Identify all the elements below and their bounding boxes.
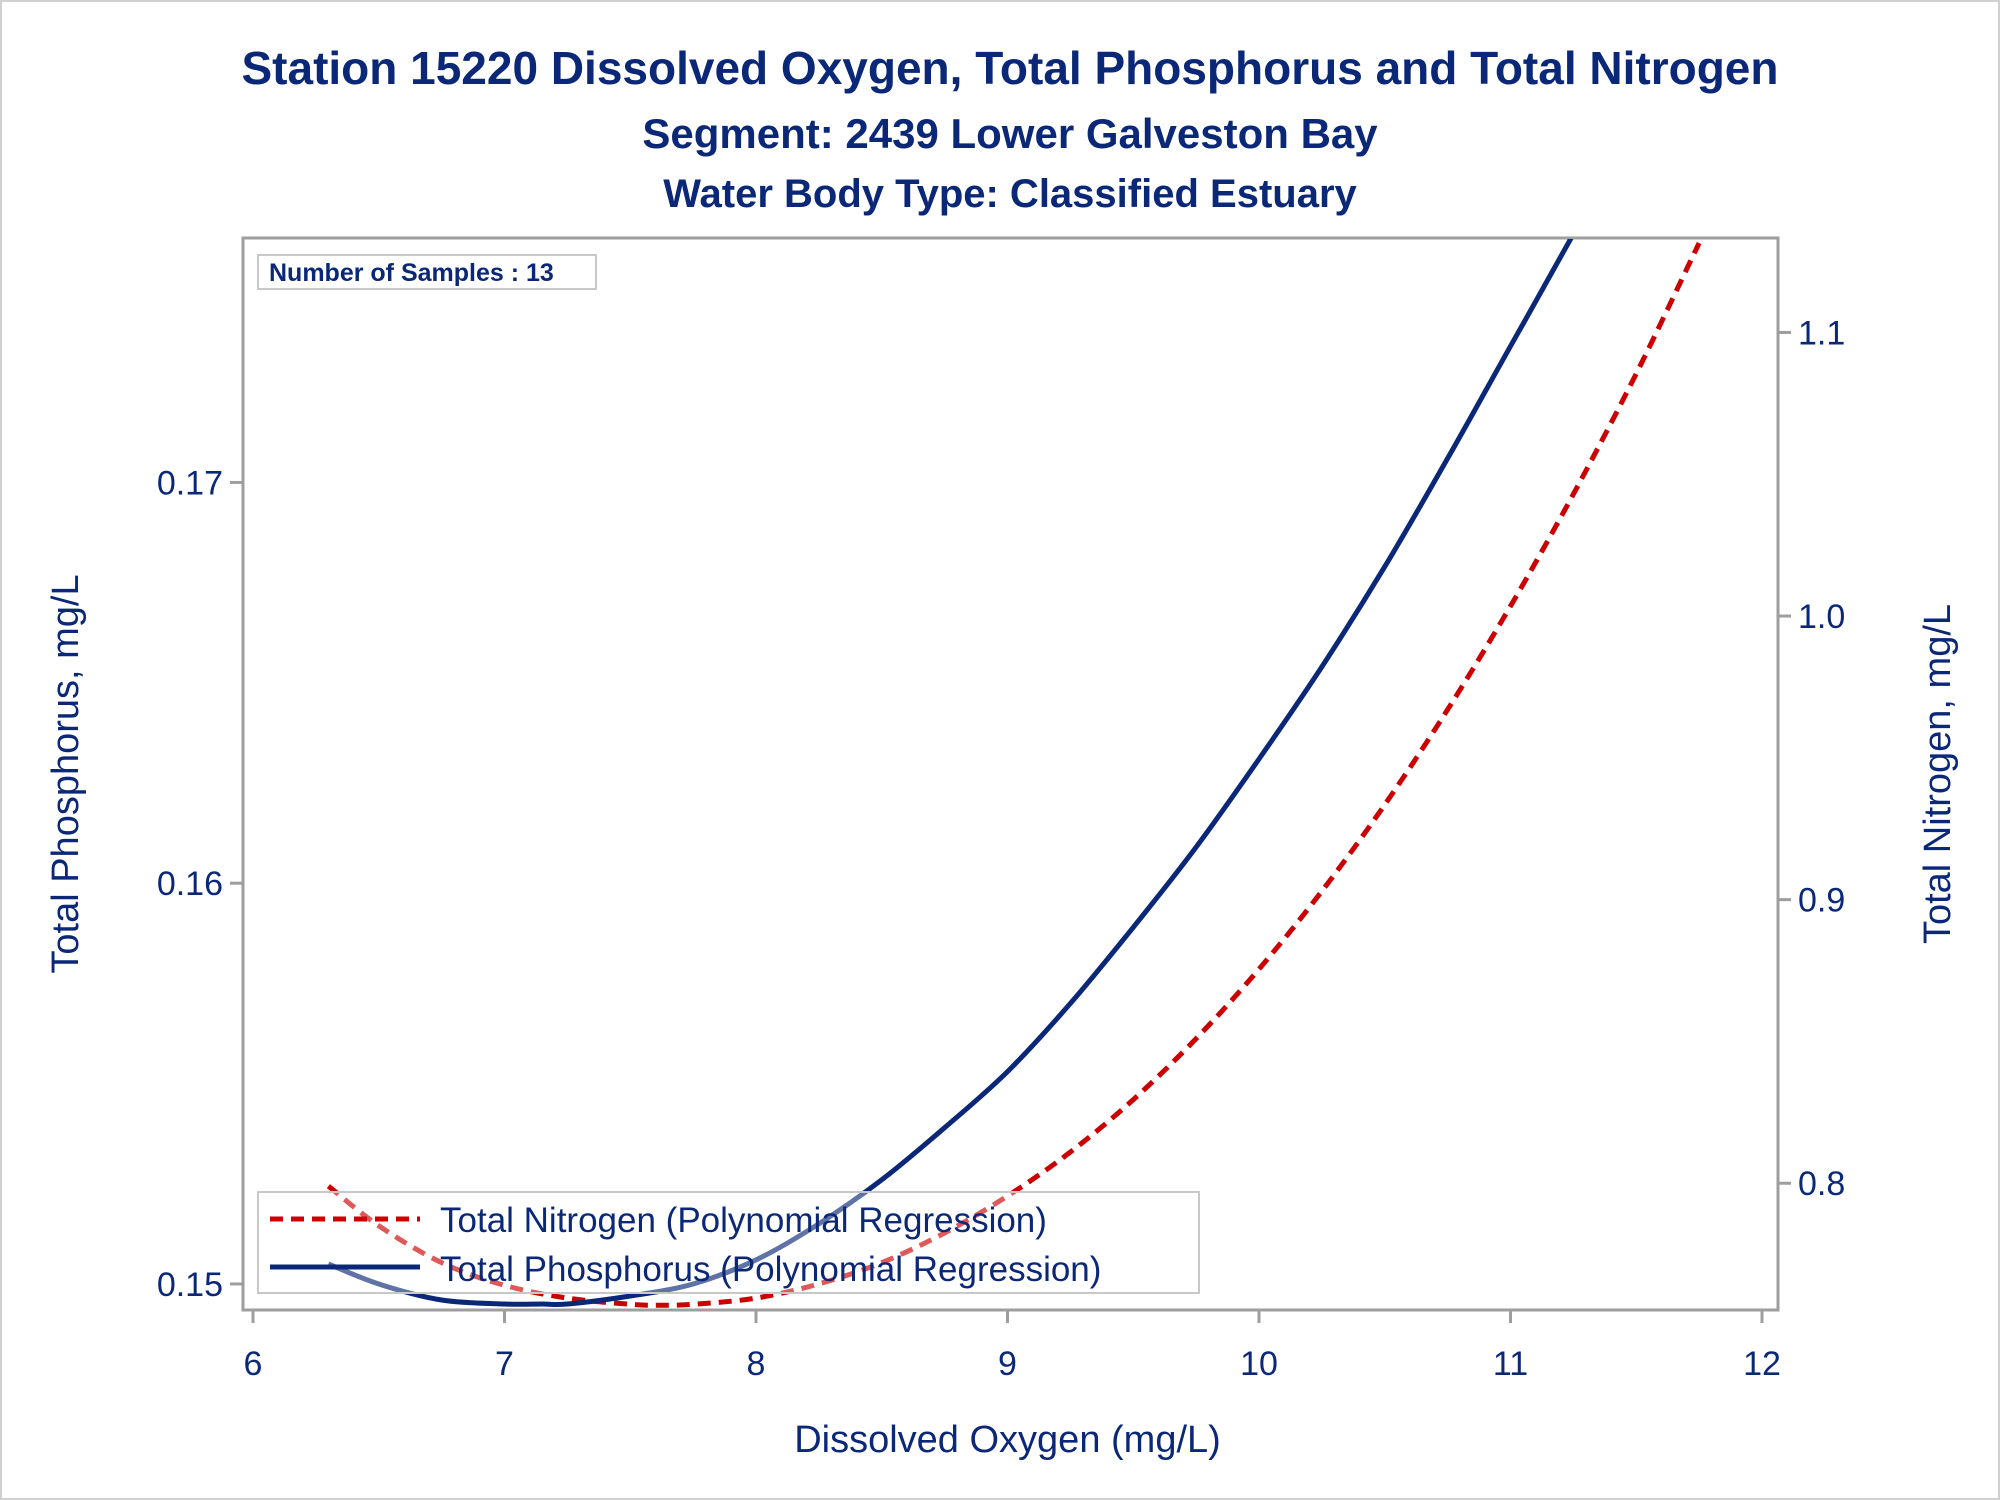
legend-label-phosphorus: Total Phosphorus (Polynomial Regression): [440, 1250, 1101, 1289]
x-tick-label: 9: [998, 1345, 1017, 1383]
legend-label-nitrogen: Total Nitrogen (Polynomial Regression): [440, 1201, 1047, 1240]
axes: 6 7 8 9 10 11 12 0.15 0.16 0.17 0.8 0.9 1.0 1.1 Dissol…: [45, 314, 1959, 1461]
plot-area: [241, 236, 1780, 1312]
x-tick-label: 10: [1240, 1345, 1278, 1383]
y-tick-label: 0.17: [157, 464, 223, 502]
chart-subtitle: Segment: 2439 Lower Galveston Bay: [642, 110, 1378, 157]
series-line-total-nitrogen: [326, 242, 1702, 1308]
titles: Station 15220 Dissolved Oxygen, Total Ph…: [241, 42, 1778, 216]
series-line-total-phosphorus: [327, 239, 1574, 1308]
chart-title: Station 15220 Dissolved Oxygen, Total Ph…: [241, 42, 1778, 94]
samples-inset: Number of Samples : 13: [257, 254, 597, 290]
legend-box: [257, 1191, 1200, 1294]
x-tick-label: 12: [1743, 1345, 1781, 1383]
y2-tick-label: 0.9: [1798, 882, 1845, 920]
samples-inset-box: [257, 254, 597, 290]
x-tick-label: 11: [1493, 1345, 1528, 1383]
y-tick-label: 0.16: [157, 865, 223, 903]
x-tick-label: 8: [747, 1345, 766, 1383]
x-axis-label: Dissolved Oxygen (mg/L): [794, 1419, 1221, 1461]
y2-tick-label: 0.8: [1798, 1165, 1845, 1203]
samples-inset-label: Number of Samples : 13: [269, 259, 554, 287]
chart-subtitle-2: Water Body Type: Classified Estuary: [663, 172, 1357, 216]
y-axis-label: Total Phosphorus, mg/L: [45, 574, 87, 973]
y2-tick-label: 1.1: [1798, 314, 1845, 352]
y-tick-label: 0.15: [157, 1266, 223, 1304]
x-tick-label: 7: [495, 1345, 514, 1383]
x-tick-label: 6: [244, 1345, 263, 1383]
legend: Total Nitrogen (Polynomial Regression) T…: [257, 1191, 1200, 1294]
series-group: [326, 239, 1702, 1308]
y2-axis-label: Total Nitrogen, mg/L: [1917, 604, 1959, 944]
y2-tick-label: 1.0: [1798, 598, 1845, 636]
